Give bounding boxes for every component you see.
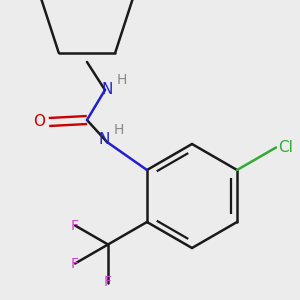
- Text: F: F: [71, 256, 79, 271]
- Text: F: F: [71, 218, 79, 233]
- Text: H: H: [114, 123, 124, 137]
- Text: Cl: Cl: [279, 140, 293, 155]
- Text: H: H: [117, 73, 127, 87]
- Text: N: N: [101, 82, 113, 97]
- Text: N: N: [98, 133, 110, 148]
- Text: O: O: [33, 115, 45, 130]
- Text: F: F: [104, 275, 112, 290]
